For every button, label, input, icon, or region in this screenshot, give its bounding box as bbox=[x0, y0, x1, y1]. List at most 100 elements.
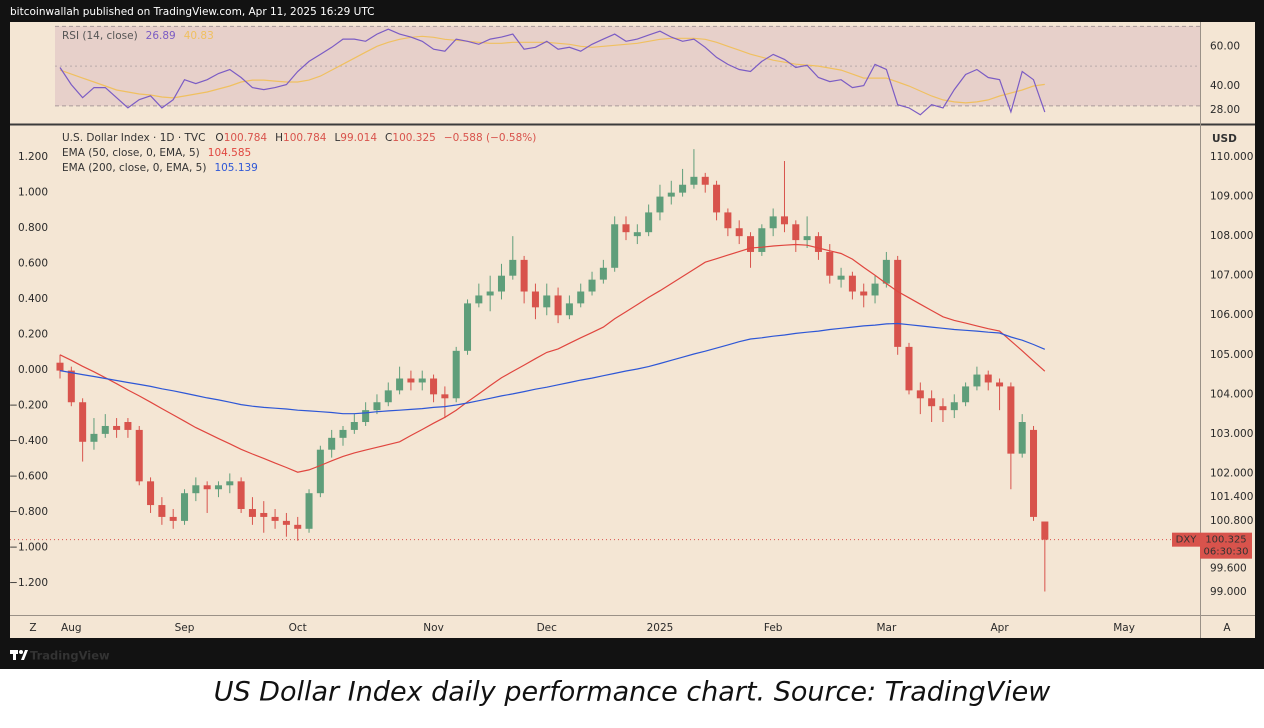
y2-tick-label: −0.200 bbox=[9, 400, 48, 412]
candle-body bbox=[475, 295, 483, 304]
candle-body bbox=[645, 212, 653, 233]
candle-body bbox=[690, 176, 698, 185]
candle-body bbox=[554, 295, 562, 316]
candle-body bbox=[237, 481, 245, 510]
candle-body bbox=[396, 378, 404, 391]
candle-body bbox=[294, 524, 302, 529]
candle-body bbox=[418, 378, 426, 383]
x-tick-label: Feb bbox=[764, 622, 783, 634]
candle-body bbox=[203, 485, 211, 490]
y2-tick-label: −1.200 bbox=[9, 577, 48, 589]
candle-body bbox=[260, 512, 268, 517]
candle-body bbox=[894, 259, 902, 347]
candle-body bbox=[996, 382, 1004, 387]
auto-scale-button-left[interactable]: Z bbox=[29, 622, 36, 634]
rsi-ma-line bbox=[59, 35, 1045, 104]
x-tick-label: Mar bbox=[876, 622, 896, 634]
ema50-name: EMA (50, close, 0, EMA, 5) bbox=[62, 147, 200, 159]
candle-body bbox=[599, 267, 607, 280]
x-tick-label: 2025 bbox=[647, 622, 674, 634]
candle-body bbox=[316, 449, 324, 494]
y-tick-label: 104.000 bbox=[1210, 388, 1253, 400]
x-tick-label: May bbox=[1113, 622, 1135, 634]
rsi-tick-label: 40.00 bbox=[1210, 80, 1240, 92]
candle-body bbox=[486, 291, 494, 296]
rsi-line bbox=[59, 28, 1046, 116]
candle-body bbox=[622, 224, 630, 233]
candle-body bbox=[271, 516, 279, 521]
candle-body bbox=[282, 520, 290, 525]
candle-body bbox=[373, 402, 381, 411]
y-tick-label: 100.800 bbox=[1210, 515, 1253, 527]
candle-body bbox=[169, 516, 177, 521]
y-tick-label: 103.000 bbox=[1210, 428, 1253, 440]
candle-body bbox=[962, 386, 970, 403]
ema-line bbox=[59, 243, 1046, 473]
candle-body bbox=[430, 378, 438, 395]
y2-tick-label: 0.600 bbox=[18, 258, 48, 270]
close-prefix: C bbox=[385, 132, 392, 144]
last-price-box bbox=[1200, 532, 1252, 559]
candle-body bbox=[1018, 422, 1026, 454]
candle-body bbox=[701, 176, 709, 185]
countdown-label: 06:30:30 bbox=[1204, 547, 1249, 558]
y2-tick-label: −0.400 bbox=[9, 435, 48, 447]
candle-body bbox=[792, 224, 800, 241]
high-value: 100.784 bbox=[283, 132, 327, 144]
y-tick-label: 101.400 bbox=[1210, 491, 1253, 503]
candle-body bbox=[826, 251, 834, 276]
candle-body bbox=[950, 402, 958, 411]
ema200-value: 105.139 bbox=[214, 162, 257, 174]
ema50-value: 104.585 bbox=[208, 147, 251, 159]
last-price-symbol: DXY bbox=[1176, 535, 1198, 546]
candle-body bbox=[667, 192, 675, 197]
x-tick-label: Aug bbox=[61, 622, 82, 634]
candle-body bbox=[758, 228, 766, 252]
candle-body bbox=[214, 485, 222, 490]
rsi-ma-value: 40.83 bbox=[184, 30, 214, 42]
x-tick-label: Sep bbox=[175, 622, 195, 634]
open-value: 100.784 bbox=[224, 132, 268, 144]
candle-body bbox=[973, 374, 981, 387]
candle-body bbox=[780, 216, 788, 225]
candle-body bbox=[769, 216, 777, 229]
price-legend: U.S. Dollar Index · 1D · TVC O100.784 H100… bbox=[62, 132, 536, 144]
y-tick-label: 99.000 bbox=[1210, 586, 1247, 598]
candle-body bbox=[848, 275, 856, 292]
candle-body bbox=[384, 390, 392, 403]
candle-body bbox=[1041, 521, 1049, 540]
low-value: 99.014 bbox=[340, 132, 377, 144]
y2-tick-label: 0.000 bbox=[18, 364, 48, 376]
candle-body bbox=[135, 429, 143, 482]
auto-scale-button-right[interactable]: A bbox=[1223, 622, 1231, 634]
x-tick-label: Apr bbox=[990, 622, 1009, 634]
candle-body bbox=[192, 485, 200, 494]
caption-background bbox=[0, 669, 1264, 728]
candle-body bbox=[147, 481, 155, 506]
candle-body bbox=[724, 212, 732, 229]
candle-body bbox=[113, 425, 121, 430]
candle-body bbox=[407, 378, 415, 383]
currency-label: USD bbox=[1212, 133, 1237, 145]
candle-body bbox=[67, 370, 75, 403]
low-prefix: L bbox=[334, 132, 340, 144]
y2-tick-label: 0.200 bbox=[18, 329, 48, 341]
candle-body bbox=[531, 291, 539, 308]
candle-body bbox=[497, 275, 505, 292]
candle-body bbox=[565, 303, 573, 316]
candle-body bbox=[1007, 386, 1015, 454]
y2-tick-label: 1.200 bbox=[18, 151, 48, 163]
y-tick-label: 102.000 bbox=[1210, 467, 1253, 479]
candle-body bbox=[79, 402, 87, 442]
candle-body bbox=[362, 410, 370, 423]
candle-body bbox=[226, 481, 234, 486]
candle-body bbox=[577, 291, 585, 304]
y-tick-label: 109.000 bbox=[1210, 191, 1253, 203]
y-tick-label: 108.000 bbox=[1210, 230, 1253, 242]
footer-brand: TradingView bbox=[30, 649, 110, 663]
tradingview-logo bbox=[10, 650, 28, 660]
candle-body bbox=[747, 236, 755, 252]
rsi-tick-label: 28.00 bbox=[1210, 104, 1240, 116]
candle-body bbox=[928, 398, 936, 407]
candle-body bbox=[520, 259, 528, 292]
